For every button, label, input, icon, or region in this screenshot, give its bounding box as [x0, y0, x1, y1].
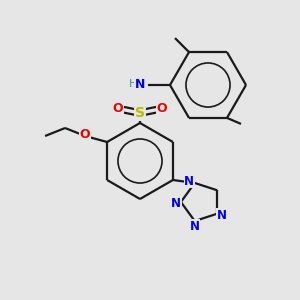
Text: H: H: [129, 79, 137, 89]
Text: O: O: [113, 103, 123, 116]
Text: N: N: [184, 175, 194, 188]
Text: O: O: [157, 103, 167, 116]
Text: S: S: [135, 106, 145, 120]
Text: N: N: [217, 209, 227, 222]
Text: N: N: [171, 197, 181, 210]
Text: N: N: [190, 220, 200, 233]
Text: O: O: [80, 128, 90, 142]
Text: N: N: [135, 79, 145, 92]
